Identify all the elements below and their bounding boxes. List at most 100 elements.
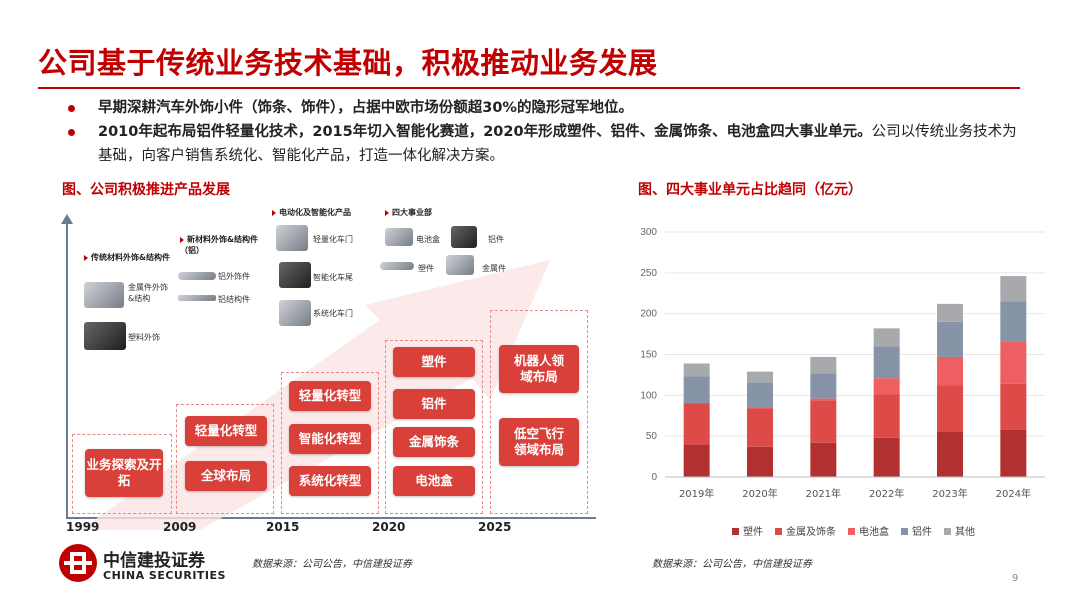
plastic-part-image (84, 322, 126, 350)
smart-transform-button: 智能化转型 (289, 424, 371, 454)
bar-segment-其他 (937, 303, 963, 322)
bar-segment-塑件 (873, 437, 900, 477)
button-text: 低空飞行领域布局 (513, 426, 564, 457)
page-title: 公司基于传统业务技术基础，积极推动业务发展 (38, 46, 658, 80)
bar-segment-金属及饰条 (810, 400, 837, 443)
bar-segment-铝件 (747, 382, 773, 408)
bar-segment-其他 (810, 356, 837, 374)
legend-label: 铝件 (912, 527, 932, 538)
title-divider (38, 87, 1020, 89)
legend-swatch (732, 528, 739, 535)
product-label: 轻量化车门 (313, 235, 353, 244)
stage-box-2015 (281, 372, 379, 514)
button-text: 机器人领域布局 (513, 353, 564, 384)
y-tick-label: 50 (646, 431, 658, 442)
bar-segment-其他 (1000, 276, 1027, 302)
stage-label: 电动化及智能化产品 (272, 207, 351, 218)
stage-label-text: 四大事业部 (392, 208, 432, 217)
product-label: 塑料外饰 (128, 333, 160, 342)
right-figure-title: 图、四大事业单元占比趋同（亿元） (638, 182, 862, 198)
stage-label-text: 新材料外饰&结构件（铝） (180, 235, 258, 255)
bar-segment-金属及饰条 (1000, 383, 1027, 430)
low-altitude-layout-button: 低空飞行领域布局 (499, 418, 579, 466)
bar-segment-电池盒 (873, 378, 900, 395)
door-frame-image (84, 282, 124, 308)
global-layout-button: 全球布局 (185, 461, 267, 491)
stacked-bar-chart: 0 50 100 150 200 250 300 2019年 2020年 2021年 2022年 20… (640, 227, 1045, 500)
bar-segment-塑件 (747, 446, 773, 477)
bullet-list: 早期深耕汽车外饰小件（饰条、饰件），占据中欧市场份额超30%的隐形冠军地位。 2… (62, 96, 1022, 168)
business-explore-button: 业务探索及开拓 (85, 449, 163, 497)
lightweight-transform-button: 轻量化转型 (185, 416, 267, 446)
triangle-bullet-icon (385, 209, 389, 216)
bar-segment-铝件 (937, 321, 963, 357)
bullet-dot-icon (68, 105, 75, 112)
aluminum-unit-button: 铝件 (393, 389, 475, 419)
y-tick-label: 250 (640, 268, 657, 279)
bar-segment-金属及饰条 (873, 394, 900, 438)
bar-segment-电池盒 (937, 356, 963, 386)
metal-trim-unit-button: 金属饰条 (393, 427, 475, 457)
axis-arrow-icon (61, 214, 73, 224)
product-label: 铝结构件 (218, 295, 250, 304)
page-number: 9 (1012, 573, 1019, 584)
aluminum-trim-image (178, 272, 216, 280)
bar-segment-其他 (873, 328, 900, 347)
legend-item: 铝件 (901, 523, 932, 538)
bar-segment-金属及饰条 (683, 403, 710, 445)
product-label: 金属件外饰&结构 (128, 283, 168, 303)
bar-segment-电池盒 (810, 398, 837, 401)
metal-part-image (446, 255, 474, 275)
product-label: 智能化车尾 (313, 273, 353, 282)
smart-tailgate-image (279, 262, 311, 288)
product-label: 铝外饰件 (218, 272, 250, 281)
legend-item: 其他 (944, 523, 975, 538)
bullet-bold-text: 2010年起布局铝件轻量化技术，2015年切入智能化赛道，2020年形成塑件、铝… (98, 124, 872, 140)
bar-segment-电池盒 (747, 407, 773, 409)
citic-logo-icon (58, 543, 98, 583)
x-tick-label: 2022年 (869, 487, 904, 500)
bar-segment-塑件 (1000, 429, 1027, 477)
x-tick-label: 2023年 (932, 487, 967, 500)
y-tick-label: 150 (640, 350, 657, 361)
stage-label: 传统材料外饰&结构件 (84, 252, 180, 263)
stage-label-text: 传统材料外饰&结构件 (91, 253, 170, 262)
bar-segment-塑件 (937, 431, 963, 477)
plastic-part-image (380, 262, 414, 270)
system-door-image (279, 300, 311, 326)
battery-box-image (385, 228, 413, 246)
stage-box-2020 (385, 340, 483, 514)
legend-item: 金属及饰条 (775, 523, 836, 538)
legend-label: 电池盒 (859, 527, 889, 538)
x-tick-label: 2024年 (996, 487, 1031, 500)
legend-swatch (944, 528, 951, 535)
bar-segment-塑件 (683, 444, 710, 477)
bar-segment-其他 (683, 363, 710, 377)
y-tick-label: 100 (640, 390, 657, 401)
timeline-y-axis (66, 222, 68, 519)
year-label: 1999 (66, 520, 100, 534)
y-tick-label: 0 (651, 472, 657, 483)
x-tick-label: 2019年 (679, 487, 714, 500)
source-note-right: 数据来源：公司公告，中信建投证券 (652, 559, 812, 570)
bar-segment-铝件 (683, 376, 710, 404)
stage-label: 新材料外饰&结构件（铝） (180, 234, 270, 256)
bar-segment-电池盒 (1000, 341, 1027, 384)
y-tick-label: 300 (640, 227, 657, 238)
stage-label: 四大事业部 (385, 207, 432, 218)
bar-segment-金属及饰条 (747, 408, 773, 447)
legend-swatch (775, 528, 782, 535)
bullet-bold-text: 早期深耕汽车外饰小件（饰条、饰件），占据中欧市场份额超30%的隐形冠军地位。 (98, 100, 633, 116)
stage-box-2009 (176, 404, 274, 514)
lightweight-transform-button: 轻量化转型 (289, 381, 371, 411)
stage-label-text: 电动化及智能化产品 (279, 208, 351, 217)
left-figure-title: 图、公司积极推进产品发展 (62, 182, 230, 198)
legend-item: 塑件 (732, 523, 763, 538)
product-label: 塑件 (418, 264, 434, 273)
source-note-left: 数据来源：公司公告，中信建投证券 (252, 559, 412, 570)
legend-label: 塑件 (743, 527, 763, 538)
chart-legend: 塑件 金属及饰条 电池盒 铝件 其他 (732, 523, 975, 538)
year-label: 2015 (266, 520, 300, 534)
bullet-dot-icon (68, 129, 75, 136)
battery-box-unit-button: 电池盒 (393, 466, 475, 496)
